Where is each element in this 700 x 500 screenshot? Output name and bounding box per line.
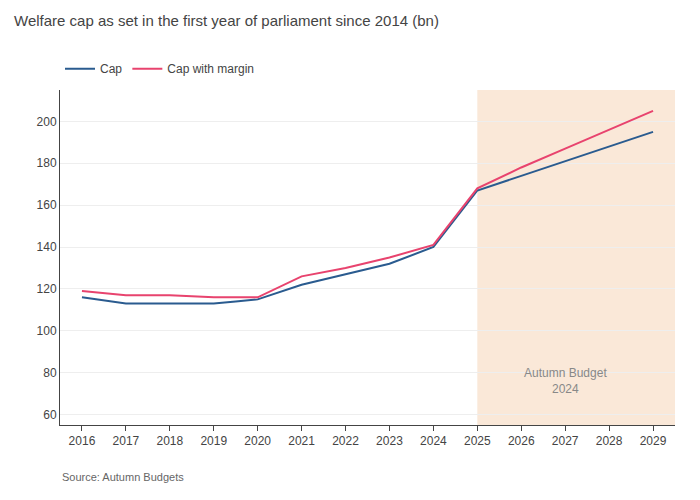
svg-text:2025: 2025 xyxy=(464,434,491,448)
svg-text:160: 160 xyxy=(37,198,57,212)
svg-text:Source: Autumn Budgets: Source: Autumn Budgets xyxy=(62,471,184,483)
svg-text:2024: 2024 xyxy=(420,434,447,448)
svg-text:Cap: Cap xyxy=(100,62,122,76)
svg-text:2029: 2029 xyxy=(640,434,667,448)
svg-text:2019: 2019 xyxy=(200,434,227,448)
svg-text:2021: 2021 xyxy=(288,434,315,448)
svg-text:Welfare cap as set in the firs: Welfare cap as set in the first year of … xyxy=(14,12,439,29)
svg-text:2018: 2018 xyxy=(156,434,183,448)
svg-text:2022: 2022 xyxy=(332,434,359,448)
svg-text:100: 100 xyxy=(37,324,57,338)
svg-text:2028: 2028 xyxy=(596,434,623,448)
svg-text:2026: 2026 xyxy=(508,434,535,448)
svg-text:2016: 2016 xyxy=(69,434,96,448)
svg-text:180: 180 xyxy=(37,156,57,170)
svg-text:2020: 2020 xyxy=(244,434,271,448)
svg-text:2023: 2023 xyxy=(376,434,403,448)
svg-text:200: 200 xyxy=(37,115,57,129)
svg-text:140: 140 xyxy=(37,240,57,254)
svg-text:2017: 2017 xyxy=(113,434,140,448)
svg-text:Cap with margin: Cap with margin xyxy=(167,62,254,76)
svg-text:2027: 2027 xyxy=(552,434,579,448)
svg-text:60: 60 xyxy=(43,408,57,422)
svg-text:Autumn Budget2024: Autumn Budget2024 xyxy=(524,366,607,396)
svg-text:120: 120 xyxy=(37,282,57,296)
svg-text:80: 80 xyxy=(43,366,57,380)
